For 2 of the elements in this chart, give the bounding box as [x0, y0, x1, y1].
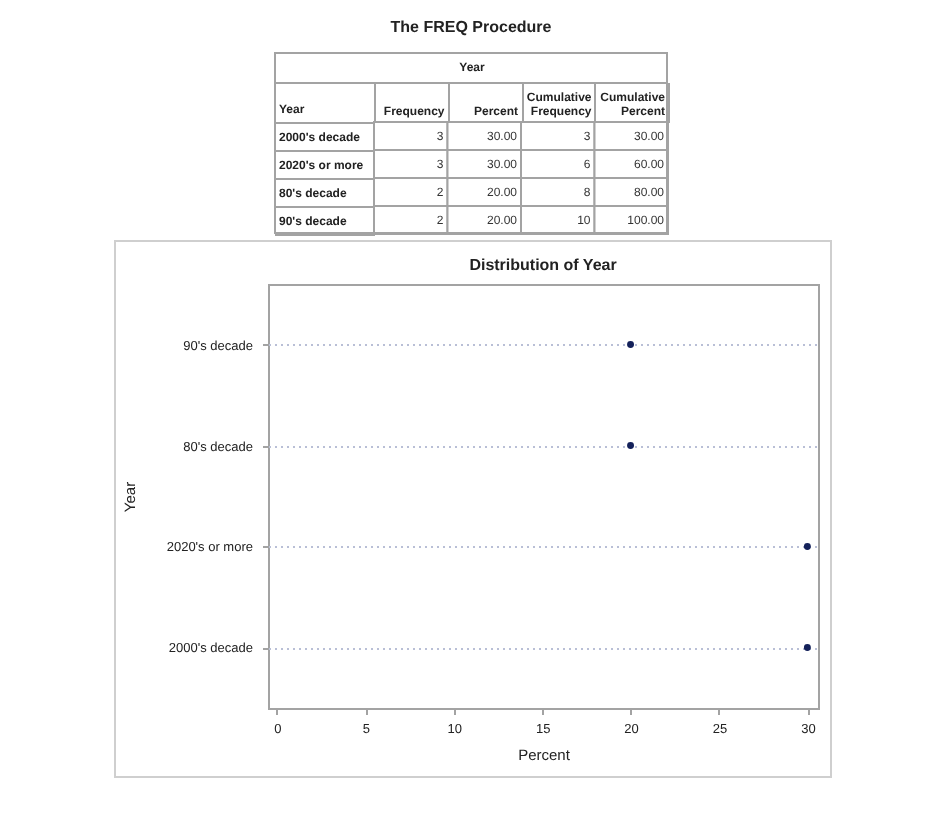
chart-title: Distribution of Year: [469, 256, 617, 274]
chart-title: The FREQ Procedure: [390, 18, 553, 36]
